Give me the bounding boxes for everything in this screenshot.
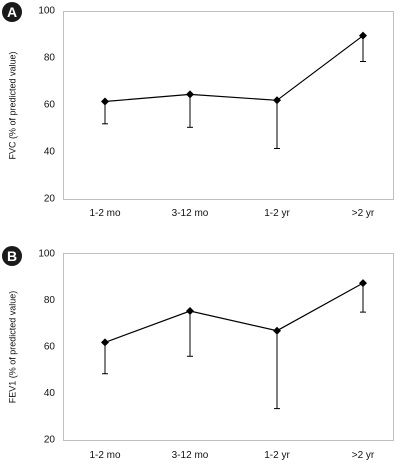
y-tick-label: 40 (44, 388, 56, 399)
panel-a-series-line (104, 35, 364, 103)
panel-a-badge-circle (2, 2, 22, 22)
y-tick-label: 40 (44, 147, 56, 158)
y-tick-label: 20 (44, 435, 56, 446)
chart-panel-a: A FVC (% of predicted value) 20 40 60 80… (2, 2, 394, 219)
panel-a-letter: A (7, 4, 17, 20)
panel-b-data-point (186, 306, 194, 315)
y-tick-label: 20 (44, 194, 56, 205)
x-tick-label: 3-12 mo (172, 208, 209, 219)
panel-b-plot-frame (63, 253, 394, 441)
y-tick-label: 80 (44, 53, 56, 64)
x-tick-label: >2 yr (352, 450, 375, 461)
panel-a-x-ticks: 1-2 mo 3-12 mo 1-2 yr >2 yr (89, 208, 374, 219)
y-tick-label: 100 (38, 6, 55, 17)
x-tick-label: 1-2 yr (264, 450, 290, 461)
panel-a-data-point (273, 96, 281, 105)
x-tick-label: 1-2 yr (264, 208, 290, 219)
y-tick-label: 60 (44, 100, 56, 111)
panel-b-letter-badge: B (2, 246, 22, 266)
panel-b-series-line (104, 282, 364, 343)
panel-b-x-ticks: 1-2 mo 3-12 mo 1-2 yr >2 yr (89, 450, 374, 461)
panel-a-plot-frame (63, 11, 394, 200)
panel-b-data-point (273, 326, 281, 335)
y-tick-label: 80 (44, 295, 56, 306)
panel-b-y-axis-label: FEV1 (% of predicted value) (7, 291, 17, 404)
panel-a-y-ticks: 20 40 60 80 100 (38, 6, 55, 205)
x-tick-label: 1-2 mo (89, 208, 121, 219)
panel-b-badge-circle (2, 246, 22, 266)
y-tick-label: 60 (44, 342, 56, 353)
panel-a-data-marks (101, 31, 367, 149)
panel-b-data-point (359, 279, 367, 288)
panel-a-data-point (359, 31, 367, 40)
x-tick-label: >2 yr (352, 208, 375, 219)
x-tick-label: 1-2 mo (89, 450, 121, 461)
panel-a-letter-badge: A (2, 2, 22, 22)
panel-b-data-marks (101, 279, 367, 410)
panel-a-y-axis-label: FVC (% of predicted value) (7, 51, 17, 159)
panel-a-data-point (186, 90, 194, 99)
panel-a-data-point (101, 97, 109, 106)
chart-panel-b: B FEV1 (% of predicted value) 20 40 60 8… (2, 246, 394, 461)
panel-b-data-point (101, 338, 109, 347)
y-tick-label: 100 (38, 249, 55, 260)
x-tick-label: 3-12 mo (172, 450, 209, 461)
panel-b-letter: B (7, 248, 17, 264)
panel-b-y-ticks: 20 40 60 80 100 (38, 249, 55, 446)
